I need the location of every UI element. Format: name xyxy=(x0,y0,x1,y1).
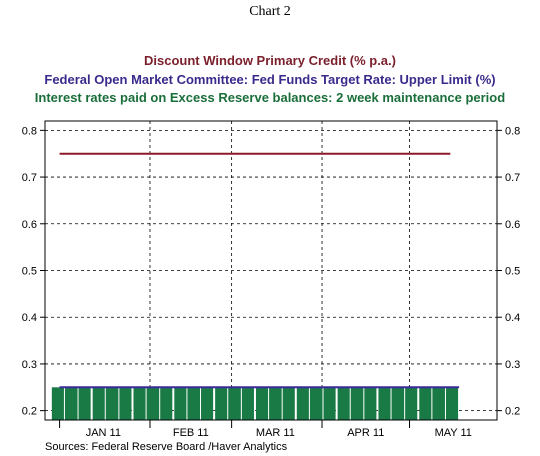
excess-reserve-bar xyxy=(255,387,295,420)
x-tick-label: FEB 11 xyxy=(173,427,209,439)
y-tick-label-right: 0.5 xyxy=(505,266,520,278)
excess-reserve-bar xyxy=(133,387,173,420)
excess-reserve-bar xyxy=(92,387,132,420)
y-tick-label-left: 0.7 xyxy=(22,172,37,184)
y-tick-label-left: 0.2 xyxy=(22,406,37,418)
excess-reserve-bars xyxy=(51,387,459,420)
chart-title-line-2: Federal Open Market Committee: Fed Funds… xyxy=(44,72,495,87)
gridlines xyxy=(45,121,497,420)
y-tick-label-left: 0.3 xyxy=(22,359,37,371)
y-tick-label-left: 0.4 xyxy=(22,312,37,324)
rate-lines xyxy=(59,152,460,389)
x-tick-label: APR 11 xyxy=(347,427,384,439)
y-tick-label-right: 0.4 xyxy=(505,312,520,324)
excess-reserve-bar xyxy=(337,387,377,420)
excess-reserve-bar xyxy=(378,387,418,420)
y-tick-label-right: 0.3 xyxy=(505,359,520,371)
x-tick-label: MAY 11 xyxy=(435,427,472,439)
source-note: Sources: Federal Reserve Board /Haver An… xyxy=(45,441,288,453)
excess-reserve-bar xyxy=(174,387,214,420)
axes: 0.8 0.8 0.7 0.7 0.6 0.6 0.5 0.5 0.4 0.4 0.3 0.3 0.2 0… xyxy=(22,125,521,439)
y-tick-label-right: 0.2 xyxy=(505,406,520,418)
chart-title-line-1: Discount Window Primary Credit (% p.a.) xyxy=(144,53,396,68)
y-tick-label-left: 0.6 xyxy=(22,219,37,231)
y-tick-label-right: 0.6 xyxy=(505,219,520,231)
x-tick-label: JAN 11 xyxy=(86,427,121,439)
excess-reserve-bar xyxy=(419,387,459,420)
y-tick-label-right: 0.8 xyxy=(505,125,520,137)
chart-title-line-3: Interest rates paid on Excess Reserve ba… xyxy=(35,90,505,105)
page-title: Chart 2 xyxy=(249,4,291,19)
excess-reserve-bar xyxy=(51,387,91,420)
excess-reserve-bar xyxy=(215,387,254,420)
excess-reserve-bar xyxy=(296,387,336,420)
y-tick-label-left: 0.5 xyxy=(22,266,37,278)
y-tick-label-left: 0.8 xyxy=(22,125,37,137)
x-tick-label: MAR 11 xyxy=(256,427,295,439)
y-tick-label-right: 0.7 xyxy=(505,172,520,184)
